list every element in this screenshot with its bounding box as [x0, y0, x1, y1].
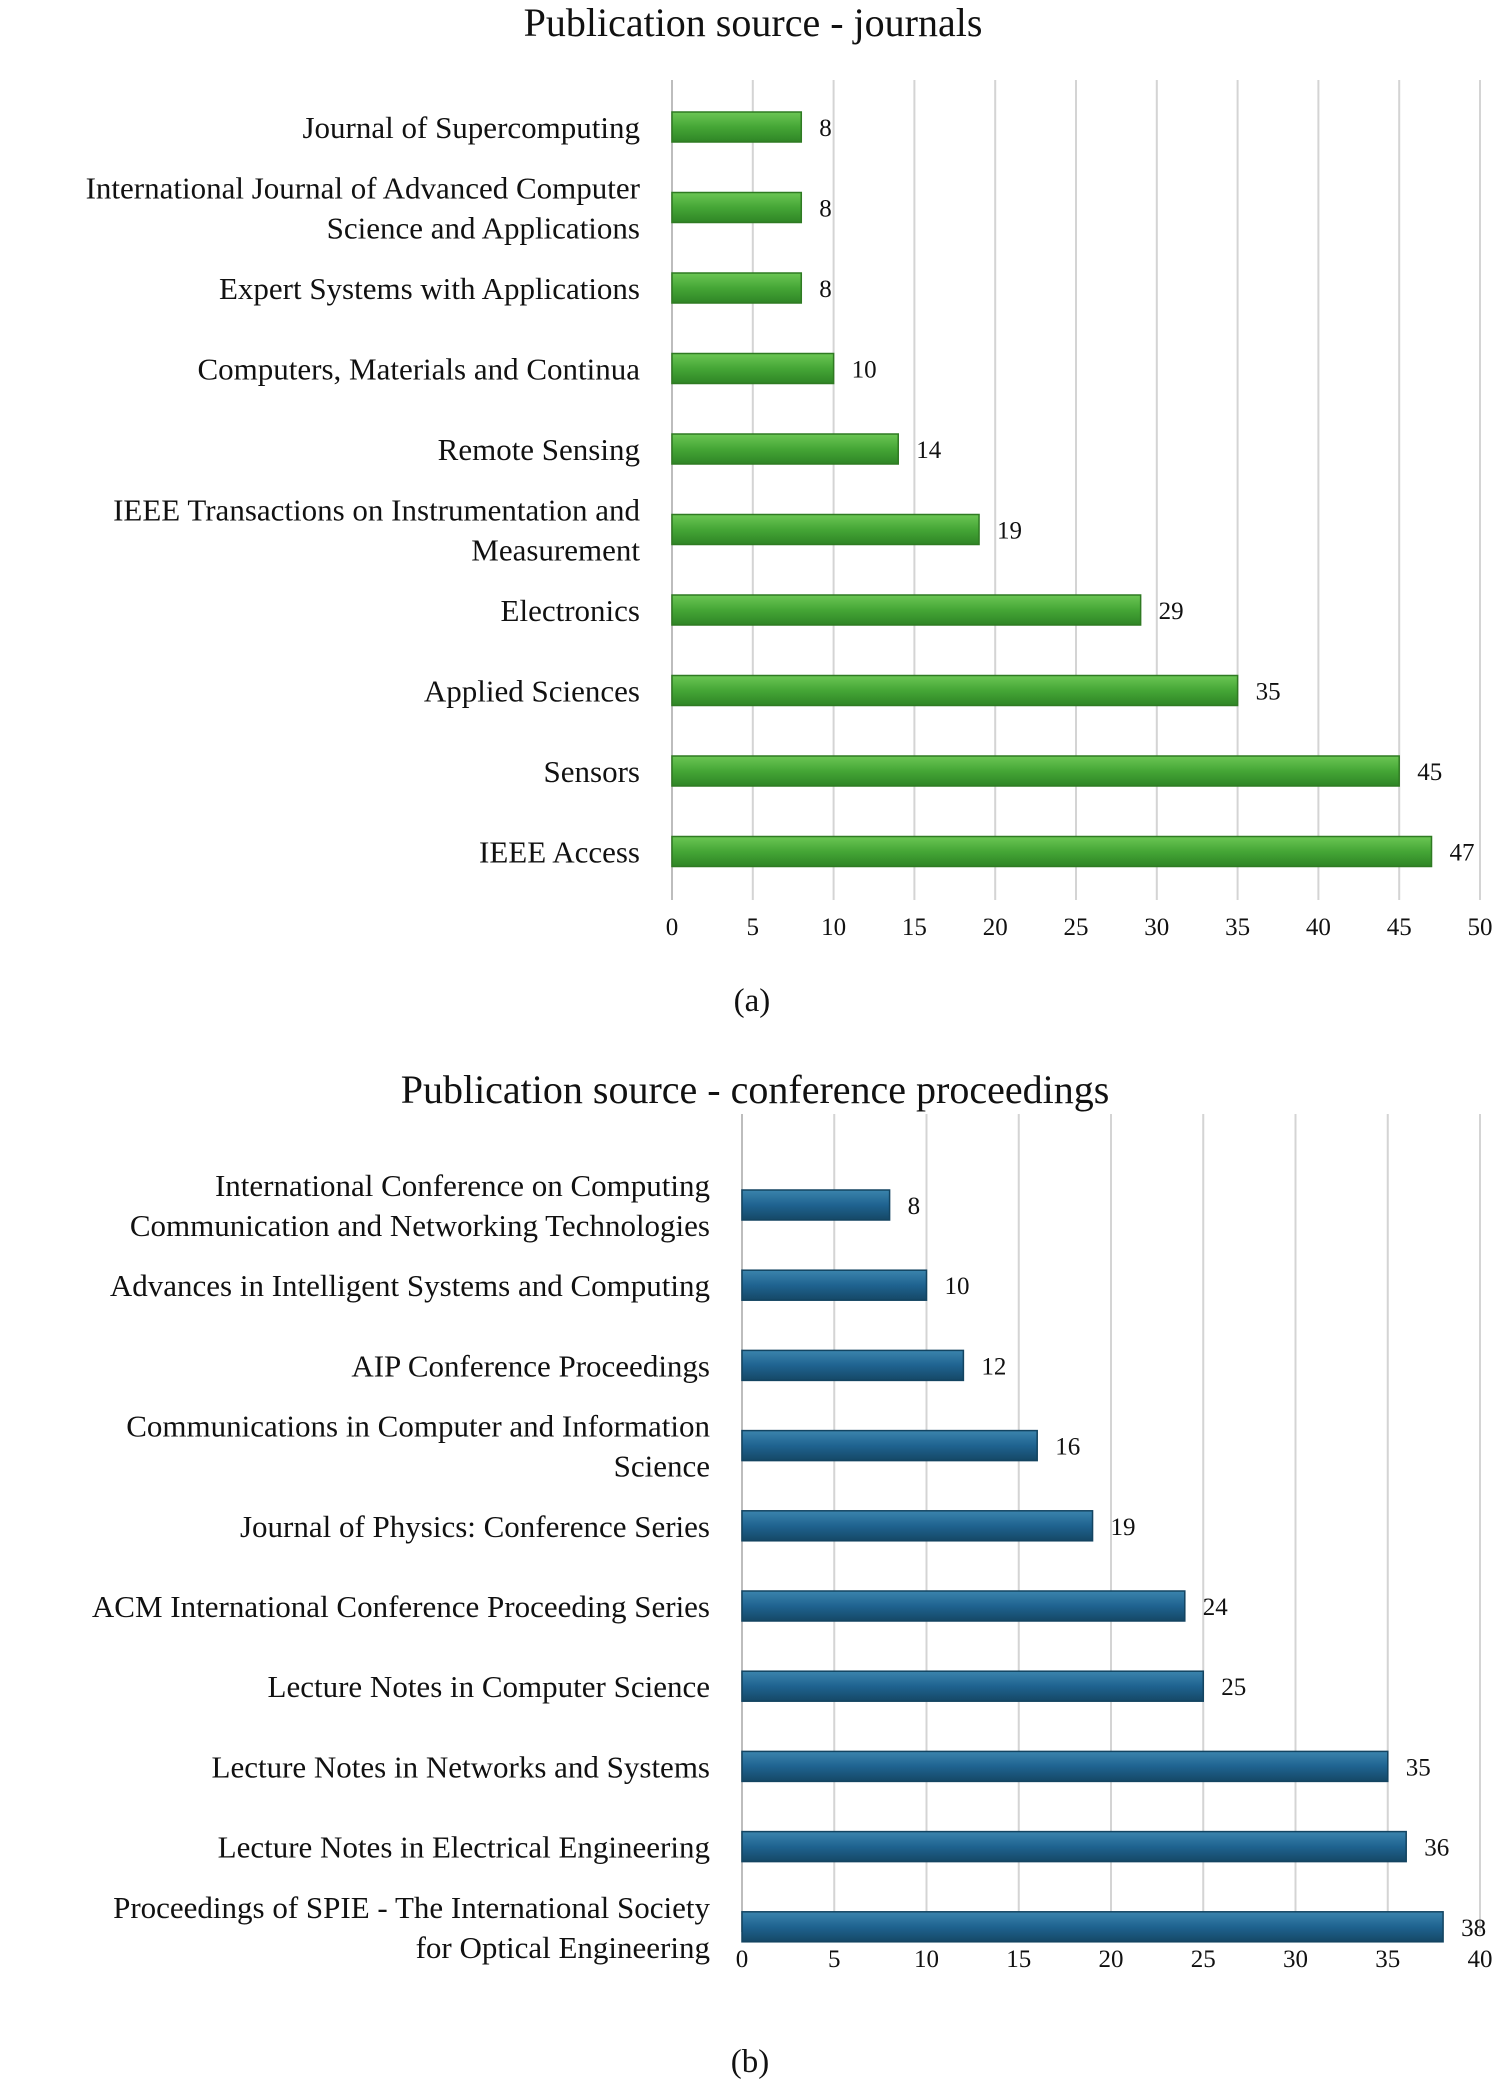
data-label: 24 [1203, 1594, 1229, 1621]
data-label: 8 [908, 1193, 921, 1220]
category-label: Proceedings of SPIE - The International … [113, 1890, 710, 1925]
category-label: Expert Systems with Applications [219, 271, 640, 306]
category-label: Science and Applications [327, 211, 640, 246]
data-label: 47 [1450, 840, 1475, 867]
data-label: 8 [819, 196, 832, 223]
x-tick-label: 25 [1191, 1946, 1216, 1973]
bar [741, 1830, 1407, 1863]
data-label: 35 [1256, 679, 1281, 706]
data-label: 29 [1159, 598, 1184, 625]
category-label: ACM International Conference Proceeding … [92, 1589, 710, 1624]
bar [671, 191, 803, 224]
panel-label: (a) [734, 983, 771, 1019]
category-label: Lecture Notes in Computer Science [268, 1669, 710, 1704]
bar [671, 674, 1239, 707]
category-label: IEEE Access [479, 835, 640, 870]
data-label: 10 [852, 357, 877, 384]
category-label: Science [614, 1449, 710, 1484]
x-tick-label: 25 [1064, 914, 1089, 941]
panel-label: (b) [731, 2044, 769, 2080]
x-tick-label: 40 [1468, 1946, 1493, 1973]
bar [671, 111, 803, 143]
data-label: 8 [819, 276, 832, 303]
data-label: 36 [1424, 1835, 1449, 1862]
data-label: 25 [1221, 1674, 1246, 1701]
data-label: 19 [997, 518, 1022, 545]
category-label: Electronics [501, 593, 640, 628]
category-label: Lecture Notes in Electrical Engineering [218, 1830, 710, 1865]
x-tick-label: 40 [1306, 914, 1331, 941]
x-tick-label: 30 [1283, 1946, 1308, 1973]
bar [671, 433, 899, 465]
data-label: 12 [981, 1353, 1006, 1380]
category-label: International Conference on Computing [215, 1168, 710, 1203]
x-tick-label: 10 [821, 914, 846, 941]
category-label: Communication and Networking Technologie… [130, 1208, 710, 1243]
chart-title: Publication source - journals [524, 0, 983, 45]
x-tick-label: 0 [666, 914, 679, 941]
x-tick-label: 10 [914, 1946, 939, 1973]
bar [741, 1670, 1204, 1702]
x-tick-label: 20 [1099, 1946, 1124, 1973]
bar [671, 272, 803, 304]
bar [741, 1590, 1186, 1622]
x-tick-label: 15 [1006, 1946, 1031, 1973]
x-tick-label: 35 [1225, 914, 1250, 941]
x-tick-label: 15 [902, 914, 927, 941]
data-label: 19 [1111, 1514, 1136, 1541]
data-label: 35 [1406, 1754, 1431, 1781]
category-label: Journal of Supercomputing [302, 110, 640, 145]
data-label: 38 [1461, 1915, 1486, 1942]
x-tick-label: 5 [828, 1946, 841, 1973]
data-label: 10 [945, 1273, 970, 1300]
category-label: International Journal of Advanced Comput… [86, 171, 641, 206]
x-tick-label: 35 [1375, 1946, 1400, 1973]
data-label: 16 [1055, 1434, 1080, 1461]
chart-conference-proceedings: Publication source - conference proceedi… [92, 1067, 1493, 2080]
data-label: 14 [916, 437, 942, 464]
bar [671, 513, 980, 546]
bar [741, 1750, 1389, 1783]
category-label: for Optical Engineering [416, 1930, 710, 1965]
category-label: Measurement [471, 533, 640, 568]
bar [671, 352, 835, 385]
category-label: Advances in Intelligent Systems and Comp… [110, 1268, 710, 1303]
category-label: Sensors [544, 754, 640, 789]
x-tick-label: 30 [1144, 914, 1169, 941]
data-label: 8 [819, 115, 832, 142]
category-label: AIP Conference Proceedings [351, 1348, 710, 1383]
bar [671, 835, 1433, 868]
bar [671, 594, 1142, 626]
data-label: 45 [1417, 759, 1442, 786]
bar [741, 1189, 891, 1221]
x-tick-label: 20 [983, 914, 1008, 941]
category-label: Communications in Computer and Informati… [126, 1409, 710, 1444]
category-label: Remote Sensing [438, 432, 640, 467]
category-label: IEEE Transactions on Instrumentation and [113, 493, 640, 528]
chart-journals: Publication source - journals 8 8 8 10 14 19 2… [86, 0, 1493, 1019]
chart-title: Publication source - conference proceedi… [401, 1067, 1110, 1112]
x-tick-label: 0 [736, 1946, 749, 1973]
bar [741, 1429, 1038, 1462]
category-label: Applied Sciences [424, 674, 640, 709]
category-label: Journal of Physics: Conference Series [240, 1509, 710, 1544]
x-tick-label: 50 [1468, 914, 1493, 941]
bar [741, 1911, 1444, 1943]
bar [741, 1510, 1094, 1542]
category-label: Lecture Notes in Networks and Systems [212, 1749, 710, 1784]
bar [741, 1349, 965, 1382]
category-label: Computers, Materials and Continua [197, 352, 640, 387]
x-tick-label: 45 [1387, 914, 1412, 941]
x-tick-label: 5 [747, 914, 760, 941]
bar [741, 1269, 928, 1301]
bar [671, 755, 1400, 787]
